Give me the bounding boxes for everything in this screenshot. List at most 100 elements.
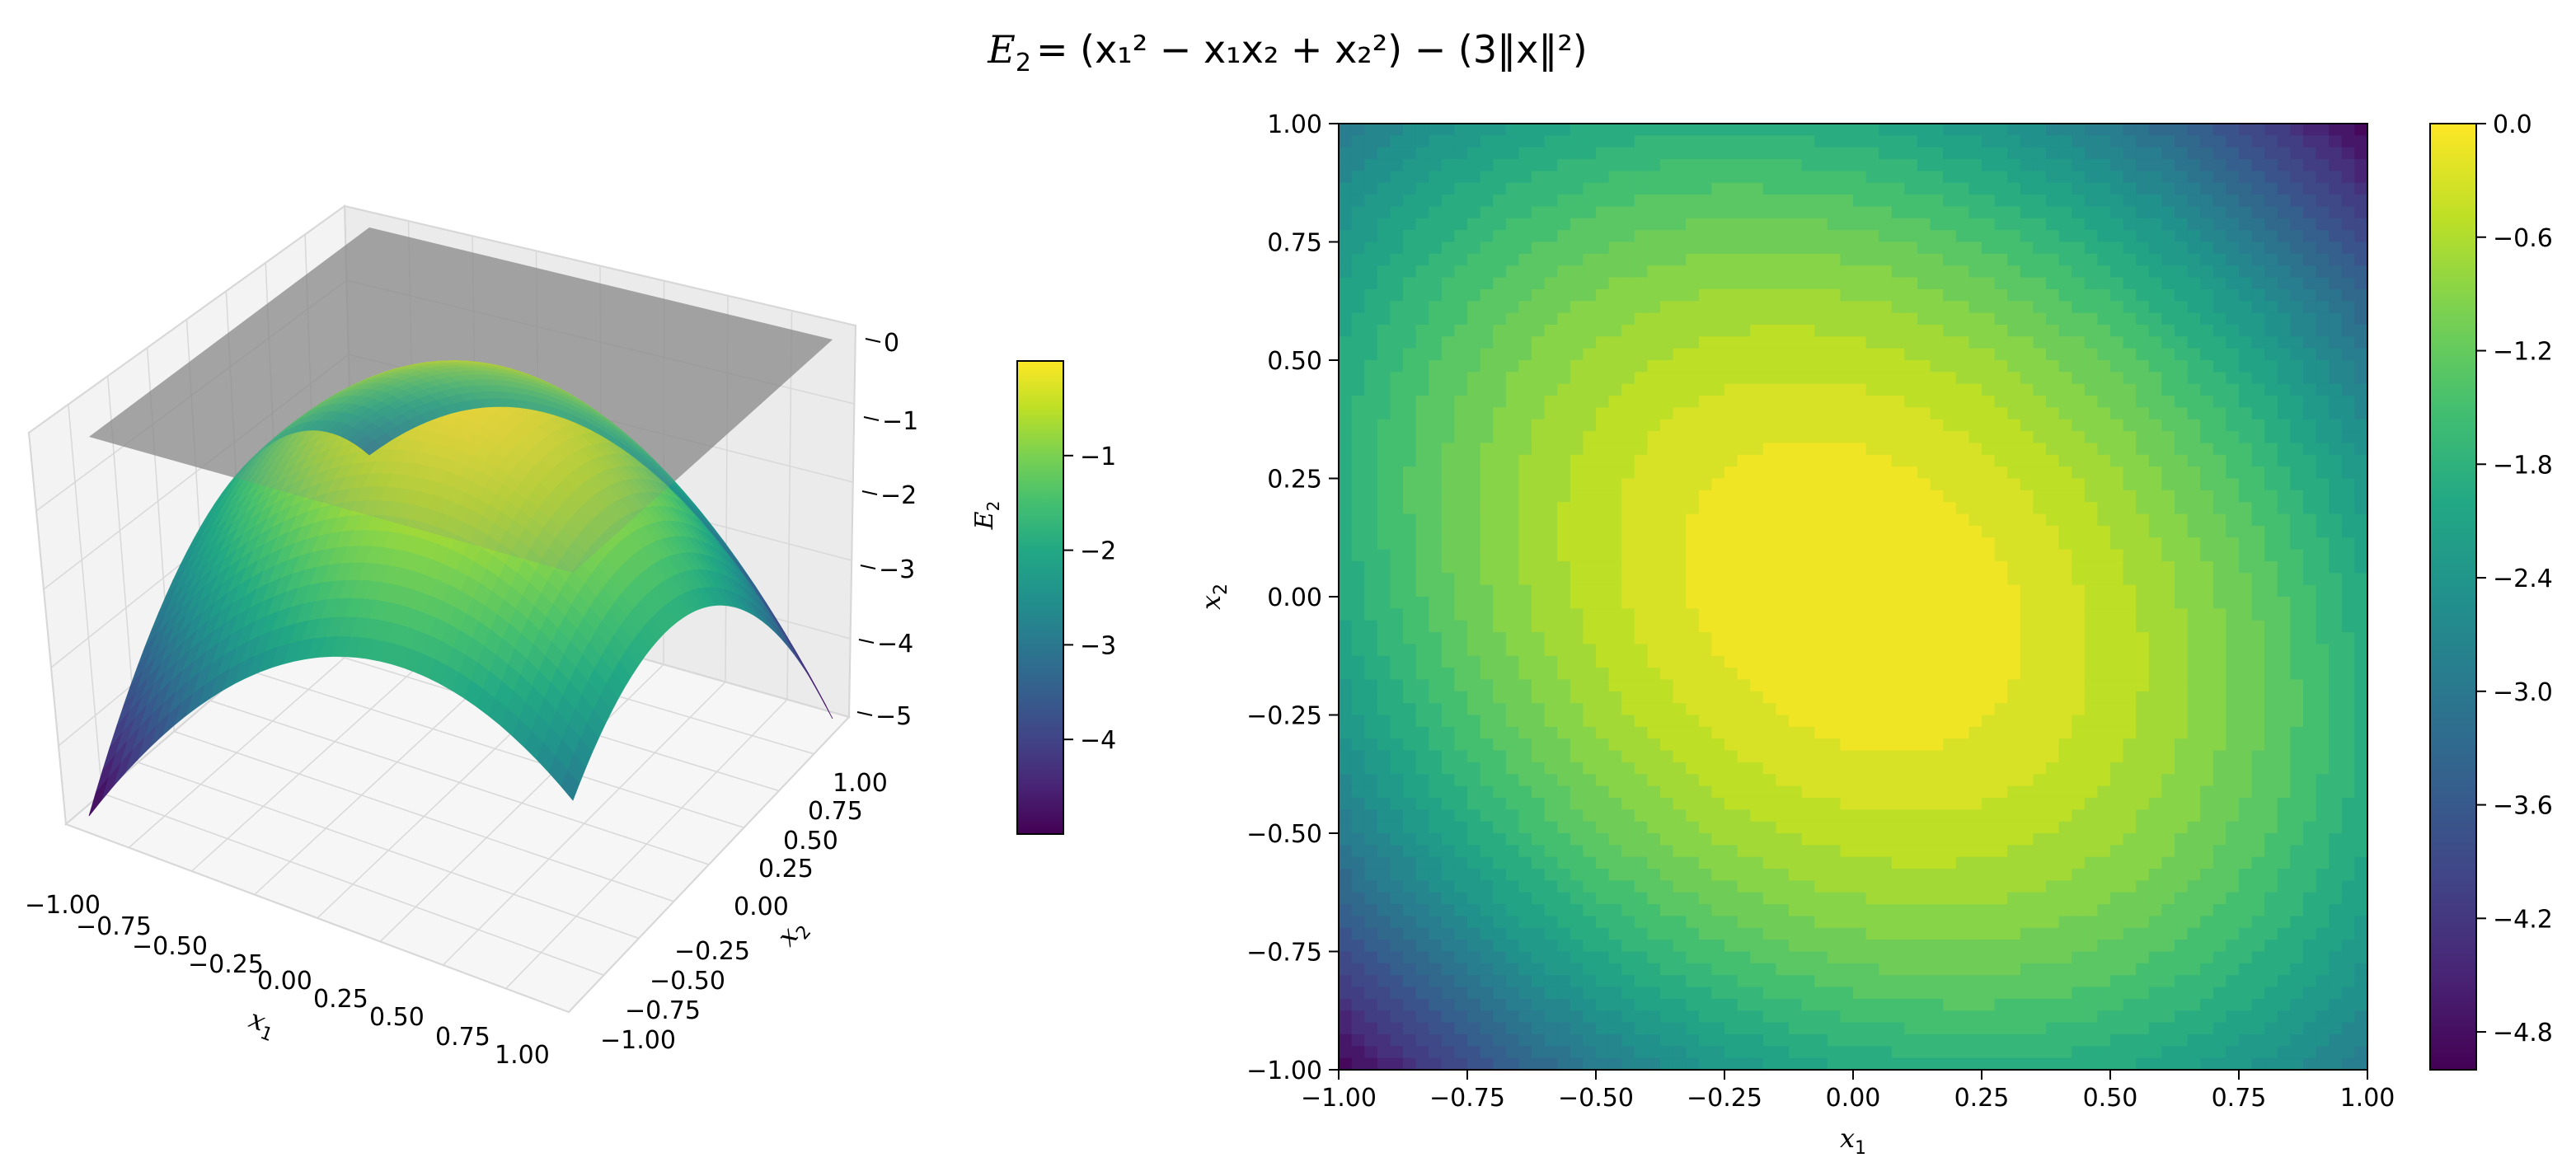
heatmap-cell (1339, 206, 1353, 219)
heatmap-cell (1351, 301, 1365, 314)
heatmap-cell (1596, 691, 1610, 704)
heatmap-cell (1660, 218, 1674, 231)
heatmap-cell (1608, 987, 1622, 1000)
heatmap-cell (1608, 691, 1622, 704)
heatmap-cell (1557, 892, 1571, 905)
heatmap-cell (1364, 904, 1378, 917)
heatmap-cell (1493, 124, 1507, 137)
heatmap-cell (1518, 750, 1532, 763)
heatmap-cell (1480, 454, 1494, 467)
heatmap-cell (1750, 869, 1764, 882)
heatmap-cell (1686, 845, 1700, 858)
heatmap-cell (1493, 490, 1507, 503)
heatmap-cell (1557, 738, 1571, 752)
heatmap-cell (1532, 987, 1546, 1000)
heatmap-cell (1364, 383, 1378, 396)
heatmap-cell (1505, 336, 1520, 349)
heatmap-cell (1711, 171, 1725, 184)
heatmap-cell (1762, 880, 1777, 893)
heatmap-cell (1505, 372, 1520, 385)
heatmap-cell (1493, 963, 1507, 976)
heatmap-cell (1737, 655, 1751, 668)
heatmap-cell (1698, 963, 1713, 976)
heatmap-cell (1505, 573, 1520, 586)
heatmap-cell (1801, 644, 1815, 657)
heatmap-cell (1801, 715, 1815, 728)
heatmap-cell (1827, 124, 1842, 137)
heatmap-cell (1827, 159, 1842, 172)
heatmap-cell (1660, 797, 1674, 811)
heatmap-cell (1789, 655, 1803, 668)
heatmap-cell (1827, 726, 1842, 739)
heatmap-cell (1634, 679, 1649, 692)
heatmap-cell (1390, 182, 1404, 195)
heatmap-cell (1570, 797, 1584, 811)
heatmap-cell (1673, 277, 1687, 290)
heatmap-cell (1351, 419, 1365, 432)
heatmap-cell (1596, 703, 1610, 716)
heatmap-cell (1570, 502, 1584, 515)
heatmap-cell (1776, 230, 1790, 243)
heatmap-cell (1724, 904, 1738, 917)
heatmap-cell (1596, 904, 1610, 917)
heatmap-cell (1532, 998, 1546, 1012)
heatmap-cell (1557, 904, 1571, 917)
heatmap-cell (1403, 608, 1417, 621)
heatmap-cell (1827, 573, 1842, 586)
heatmap-cell (1789, 821, 1803, 834)
heatmap-cell (1364, 194, 1378, 208)
heatmap-cell (1557, 987, 1571, 1000)
heatmap-cell (1364, 502, 1378, 515)
heatmap-cell (1647, 597, 1661, 610)
heatmap-cell (1480, 880, 1494, 893)
heatmap-cell (1480, 513, 1494, 527)
heatmap-cell (1596, 253, 1610, 266)
heatmap-cell (1840, 632, 1854, 645)
heatmap-cell (1814, 916, 1828, 929)
heatmap-cell (1762, 135, 1777, 148)
heatmap-cell (1698, 206, 1713, 219)
heatmap-cell (1480, 525, 1494, 539)
heatmap-cell (1467, 869, 1481, 882)
heatmap-cell (1429, 348, 1443, 361)
heatmap-cell (1647, 396, 1661, 409)
heatmap-cell (1532, 975, 1546, 988)
heatmap-cell (1480, 253, 1494, 266)
heatmap-cell (1789, 584, 1803, 598)
heatmap-cell (1480, 241, 1494, 255)
heatmap-cell (1801, 478, 1815, 491)
heatmap-cells (1339, 124, 2368, 1071)
heatmap-cell (1827, 171, 1842, 184)
heatmap-cell (1518, 525, 1532, 539)
heatmap-cell (1737, 726, 1751, 739)
heatmap-cell (1853, 182, 1867, 195)
heatmap-cell (1814, 762, 1828, 776)
heatmap-cell (1724, 1010, 1738, 1024)
heatmap-cell (1583, 182, 1597, 195)
heatmap-cell (1441, 762, 1456, 776)
heatmap-cell (1686, 265, 1700, 279)
heatmap-cell (1351, 147, 1365, 160)
heatmap-cell (1493, 845, 1507, 858)
heatmap-cell (1660, 785, 1674, 799)
heatmap-cell (1480, 655, 1494, 668)
heatmap-cell (1583, 159, 1597, 172)
heatmap-cell (1827, 679, 1842, 692)
x-tick-label: 0.00 (257, 967, 312, 996)
heatmap-cell (1544, 880, 1558, 893)
heatmap-cell (1505, 655, 1520, 668)
heatmap-cell (1724, 691, 1738, 704)
heatmap-cell (1776, 324, 1790, 338)
heatmap-cell (1570, 124, 1584, 137)
heatmap-cell (1596, 407, 1610, 420)
heatmap-cell (1377, 218, 1391, 231)
heatmap-cell (1776, 573, 1790, 586)
heatmap-cell (1480, 206, 1494, 219)
heatmap-cell (1505, 431, 1520, 444)
heatmap-cell (1724, 785, 1738, 799)
heatmap-cell (1621, 821, 1635, 834)
heatmap-cell (1827, 525, 1842, 539)
heatmap-cell (1711, 750, 1725, 763)
heatmap-cell (1724, 987, 1738, 1000)
heatmap-cell (1429, 454, 1443, 467)
